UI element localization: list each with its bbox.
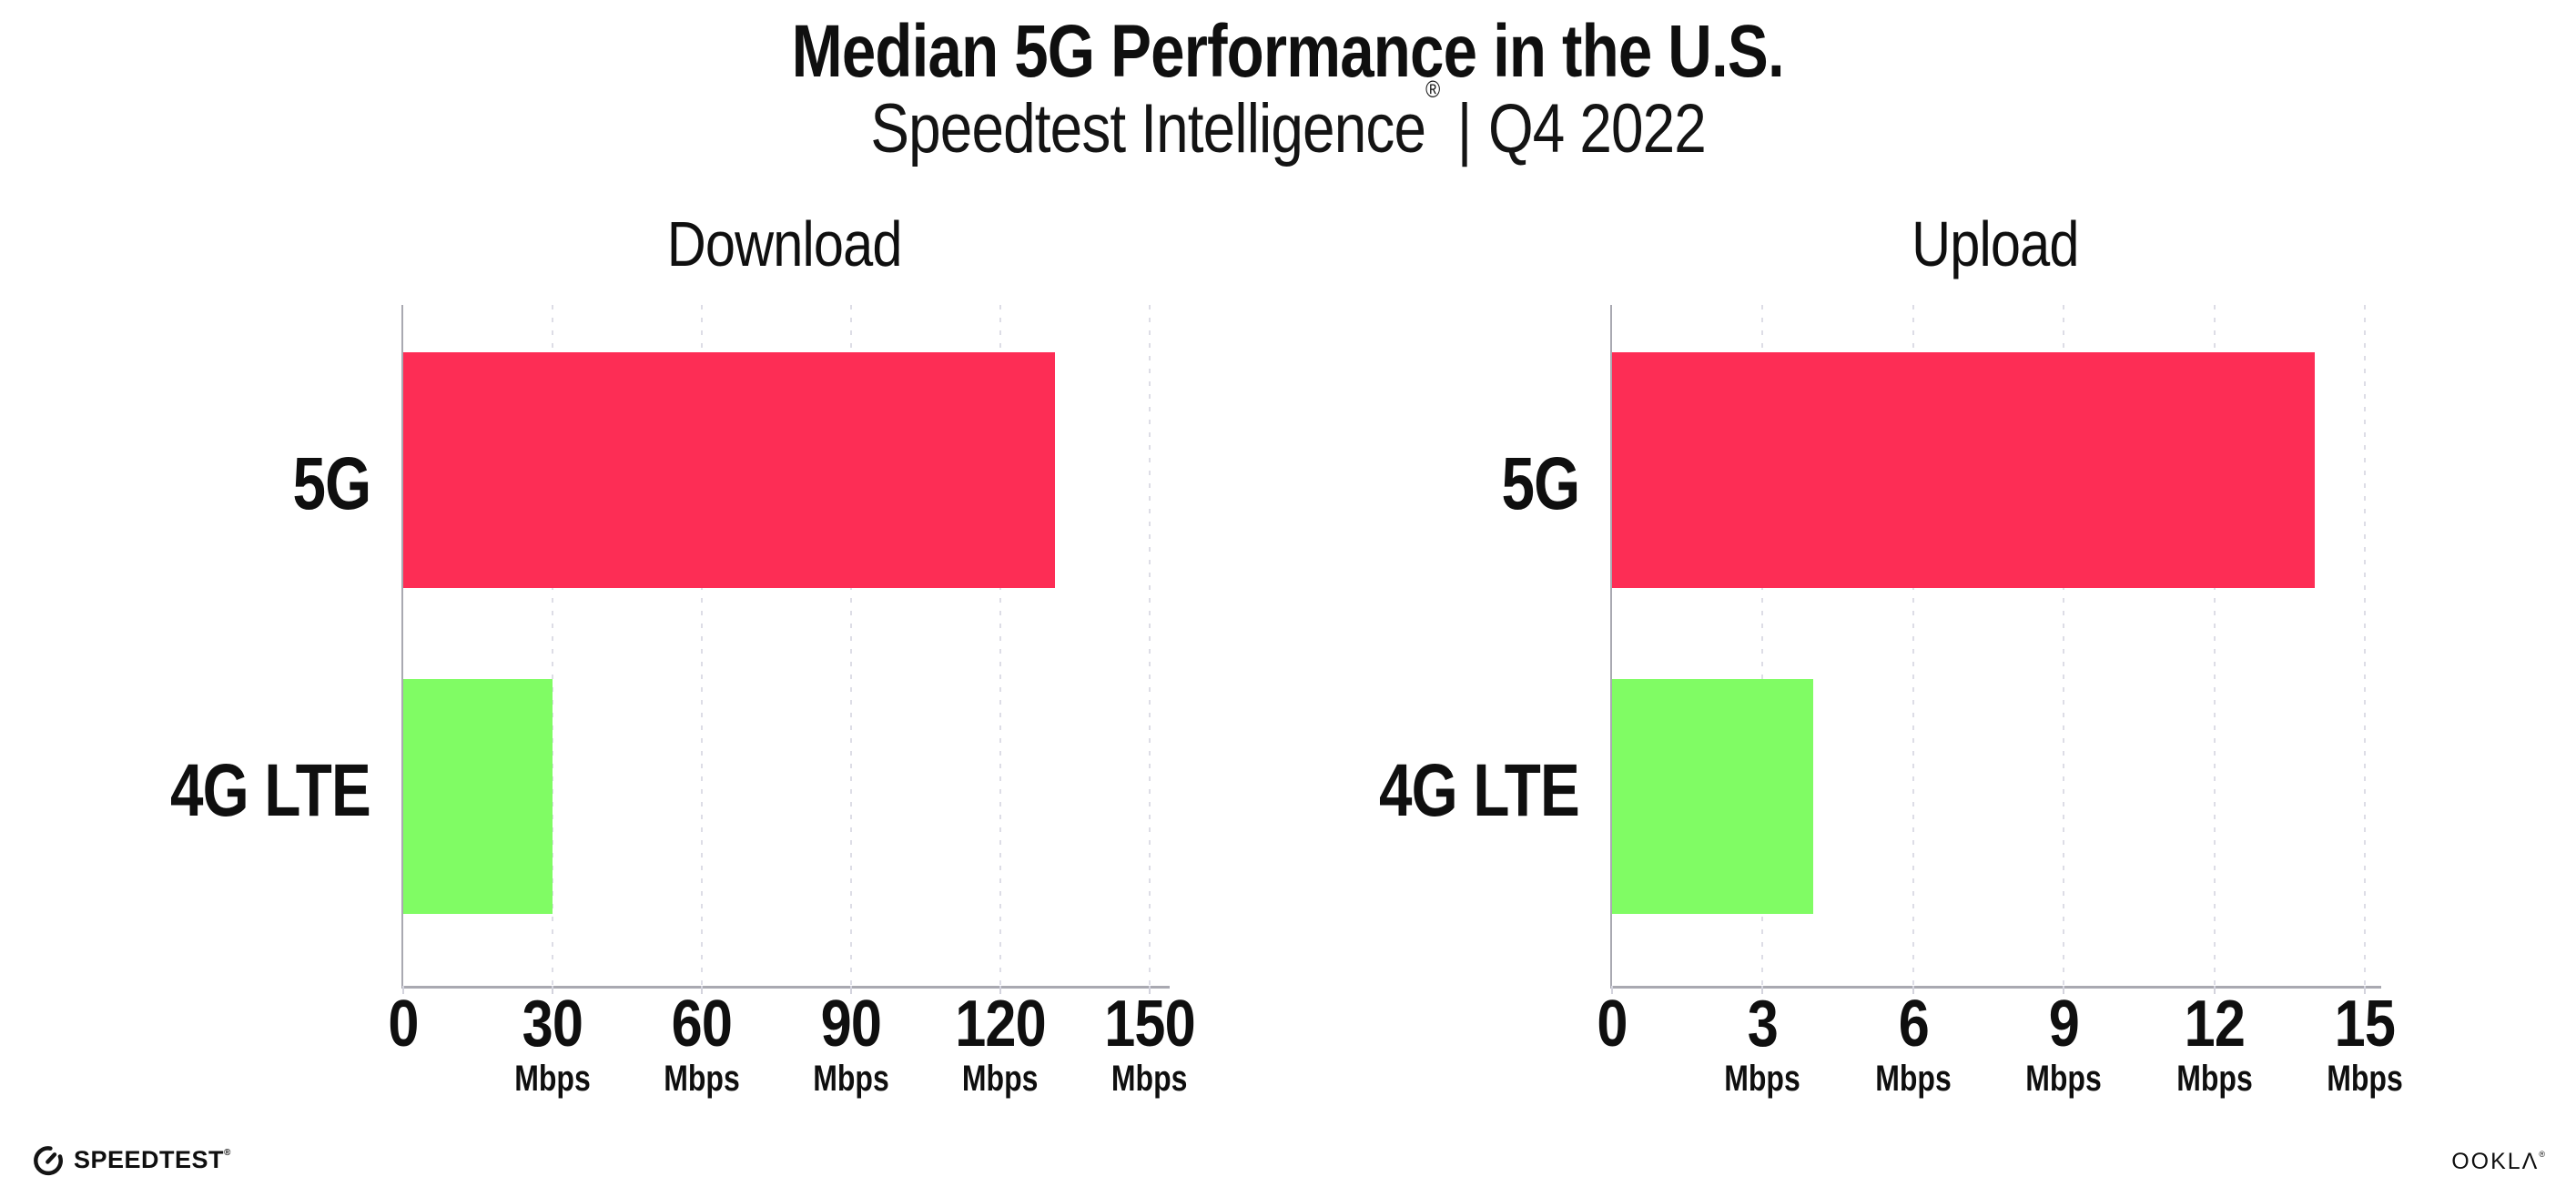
page-title: Median 5G Performance in the U.S. [0, 9, 2576, 95]
y-axis-line [1610, 305, 1612, 986]
x-tickmark-0 [1611, 986, 1613, 994]
registered-mark: ® [1425, 75, 1441, 103]
gridline-9 [2063, 305, 2065, 986]
gridline-90 [849, 305, 852, 986]
x-tickmark-30 [551, 986, 553, 994]
x-tick-60: 60 Mbps [654, 991, 749, 1099]
x-tick-unit: Mbps [1875, 1059, 1952, 1099]
chart-upload: Upload 5G 4G LTE 0 3 Mbps 6 Mbps 9 Mbps 12 Mbps 15 Mb… [1379, 210, 2403, 1097]
page-subtitle: Speedtest Intelligence® | Q4 2022 [0, 76, 2576, 168]
x-tick-12: 12 Mbps [2167, 991, 2262, 1099]
category-label-5g: 5G [1501, 442, 1580, 525]
x-tick-120: 120 Mbps [947, 991, 1053, 1099]
x-tickmark-9 [2063, 986, 2065, 994]
x-tick-unit: Mbps [962, 1059, 1039, 1099]
x-tick-unit: Mbps [2327, 1059, 2403, 1099]
y-axis-line [401, 305, 403, 986]
x-tick-unit: Mbps [2175, 1059, 2253, 1099]
gridline-60 [700, 305, 703, 986]
gridline-150 [1148, 305, 1151, 986]
x-tick-unit: Mbps [1111, 1059, 1188, 1099]
chart-download: Download 5G 4G LTE 0 30 Mbps 60 Mbps 90 Mbps 120 Mb… [170, 210, 1196, 1097]
x-tick-150: 150 Mbps [1096, 991, 1202, 1099]
x-tick-9: 9 Mbps [2016, 991, 2111, 1099]
gridline-120 [999, 305, 1001, 986]
gridline-3 [1761, 305, 1764, 986]
x-tick-15: 15 Mbps [2317, 991, 2412, 1099]
speedtest-trademark: ® [224, 1147, 231, 1158]
plot-area-download: 5G 4G LTE 0 30 Mbps 60 Mbps 90 Mbps 120 Mbps 150 Mbp… [170, 305, 1196, 1097]
x-tick-30: 30 Mbps [505, 991, 600, 1099]
ookla-logo: OOKLΛ® [2451, 1149, 2545, 1175]
x-tickmark-120 [999, 986, 1001, 994]
bar-4g-lte [1612, 679, 1813, 914]
x-tick-0: 0 [1597, 988, 1628, 1060]
gridline-30 [551, 305, 553, 986]
category-label-4g-lte: 4G LTE [170, 749, 371, 832]
x-tickmark-90 [849, 986, 852, 994]
category-label-4g-lte: 4G LTE [1379, 749, 1580, 832]
x-tick-unit: Mbps [1724, 1059, 1801, 1099]
plot-area-upload: 5G 4G LTE 0 3 Mbps 6 Mbps 9 Mbps 12 Mbps 15 Mbps [1379, 305, 2403, 1097]
x-tick-unit: Mbps [514, 1059, 591, 1099]
x-tick-unit: Mbps [813, 1059, 889, 1099]
speedtest-wordmark: SPEEDTEST® [74, 1145, 231, 1173]
category-label-5g: 5G [292, 442, 371, 525]
bar-5g [1612, 352, 2316, 588]
x-axis-line [401, 986, 1170, 989]
chart-title-download: Download [667, 208, 903, 279]
x-tick-6: 6 Mbps [1866, 991, 1961, 1099]
speedtest-logo: SPEEDTEST® [31, 1142, 231, 1177]
bar-5g [403, 352, 1056, 588]
x-tickmark-150 [1148, 986, 1151, 994]
x-tickmark-15 [2364, 986, 2367, 994]
gridline-6 [1912, 305, 1914, 986]
x-tickmark-3 [1761, 986, 1764, 994]
page-title-text: Median 5G Performance in the U.S. [791, 10, 1785, 93]
x-tickmark-0 [402, 986, 404, 994]
ookla-trademark: ® [2539, 1149, 2545, 1159]
gridline-12 [2213, 305, 2216, 986]
bar-4g-lte [403, 679, 553, 914]
subtitle-period: Q4 2022 [1487, 90, 1707, 167]
subtitle-separator: | [1456, 90, 1473, 167]
x-tickmark-6 [1912, 986, 1914, 994]
gridline-15 [2364, 305, 2367, 986]
subtitle-brand: Speedtest Intelligence [870, 90, 1426, 167]
x-tickmark-60 [700, 986, 703, 994]
x-tickmark-12 [2213, 986, 2216, 994]
x-tick-0: 0 [388, 988, 419, 1060]
ookla-wordmark: OOKLΛ® [2451, 1149, 2545, 1174]
x-tick-unit: Mbps [664, 1059, 740, 1099]
x-axis-line [1610, 986, 2381, 989]
x-tick-unit: Mbps [2025, 1059, 2103, 1099]
x-tick-3: 3 Mbps [1715, 991, 1810, 1099]
chart-title-upload: Upload [1911, 208, 2079, 279]
speedtest-gauge-icon [34, 1146, 63, 1176]
x-tick-90: 90 Mbps [804, 991, 898, 1099]
